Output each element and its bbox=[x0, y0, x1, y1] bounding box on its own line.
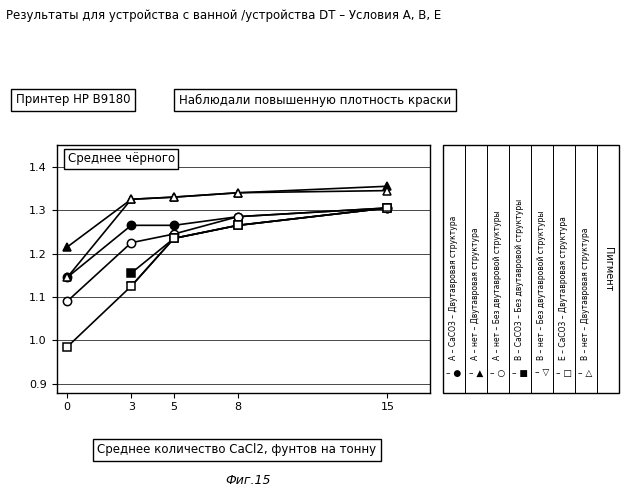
Text: E – CaCO3 – Двутавровая структура: E – CaCO3 – Двутавровая структура bbox=[559, 216, 568, 360]
Text: A – нет – Двутавровая структура: A – нет – Двутавровая структура bbox=[471, 228, 480, 360]
Text: – ▲: – ▲ bbox=[468, 368, 483, 378]
Text: A – нет – Без двутавровой структуры: A – нет – Без двутавровой структуры bbox=[493, 211, 502, 360]
Text: B – нет – Двутавровая структура: B – нет – Двутавровая структура bbox=[581, 228, 590, 360]
Text: A – CaCO3 – Двутавровая структура: A – CaCO3 – Двутавровая структура bbox=[449, 216, 458, 360]
Text: – ■: – ■ bbox=[512, 368, 528, 378]
Text: Среднее количество CaCl2, фунтов на тонну: Среднее количество CaCl2, фунтов на тонн… bbox=[97, 444, 376, 456]
Text: Результаты для устройства с ванной /устройства DT – Условия А, В, Е: Результаты для устройства с ванной /устр… bbox=[6, 9, 441, 22]
Text: B – нет – Без двутавровой структуры: B – нет – Без двутавровой структуры bbox=[537, 211, 546, 360]
Text: – ●: – ● bbox=[446, 368, 462, 378]
Text: Пигмент: Пигмент bbox=[603, 246, 612, 291]
Text: – □: – □ bbox=[556, 368, 571, 378]
Text: – ○: – ○ bbox=[490, 368, 506, 378]
Text: Принтер HP B9180: Принтер HP B9180 bbox=[16, 94, 130, 106]
Text: – ▽: – ▽ bbox=[534, 368, 549, 378]
Text: Среднее чёрного: Среднее чёрного bbox=[68, 152, 175, 166]
Text: – △: – △ bbox=[578, 368, 593, 378]
Text: Наблюдали повышенную плотность краски: Наблюдали повышенную плотность краски bbox=[179, 94, 452, 106]
Text: Фиг.15: Фиг.15 bbox=[225, 474, 271, 488]
Text: B – CaCO3 – Без двутавровой структуры: B – CaCO3 – Без двутавровой структуры bbox=[515, 199, 524, 360]
